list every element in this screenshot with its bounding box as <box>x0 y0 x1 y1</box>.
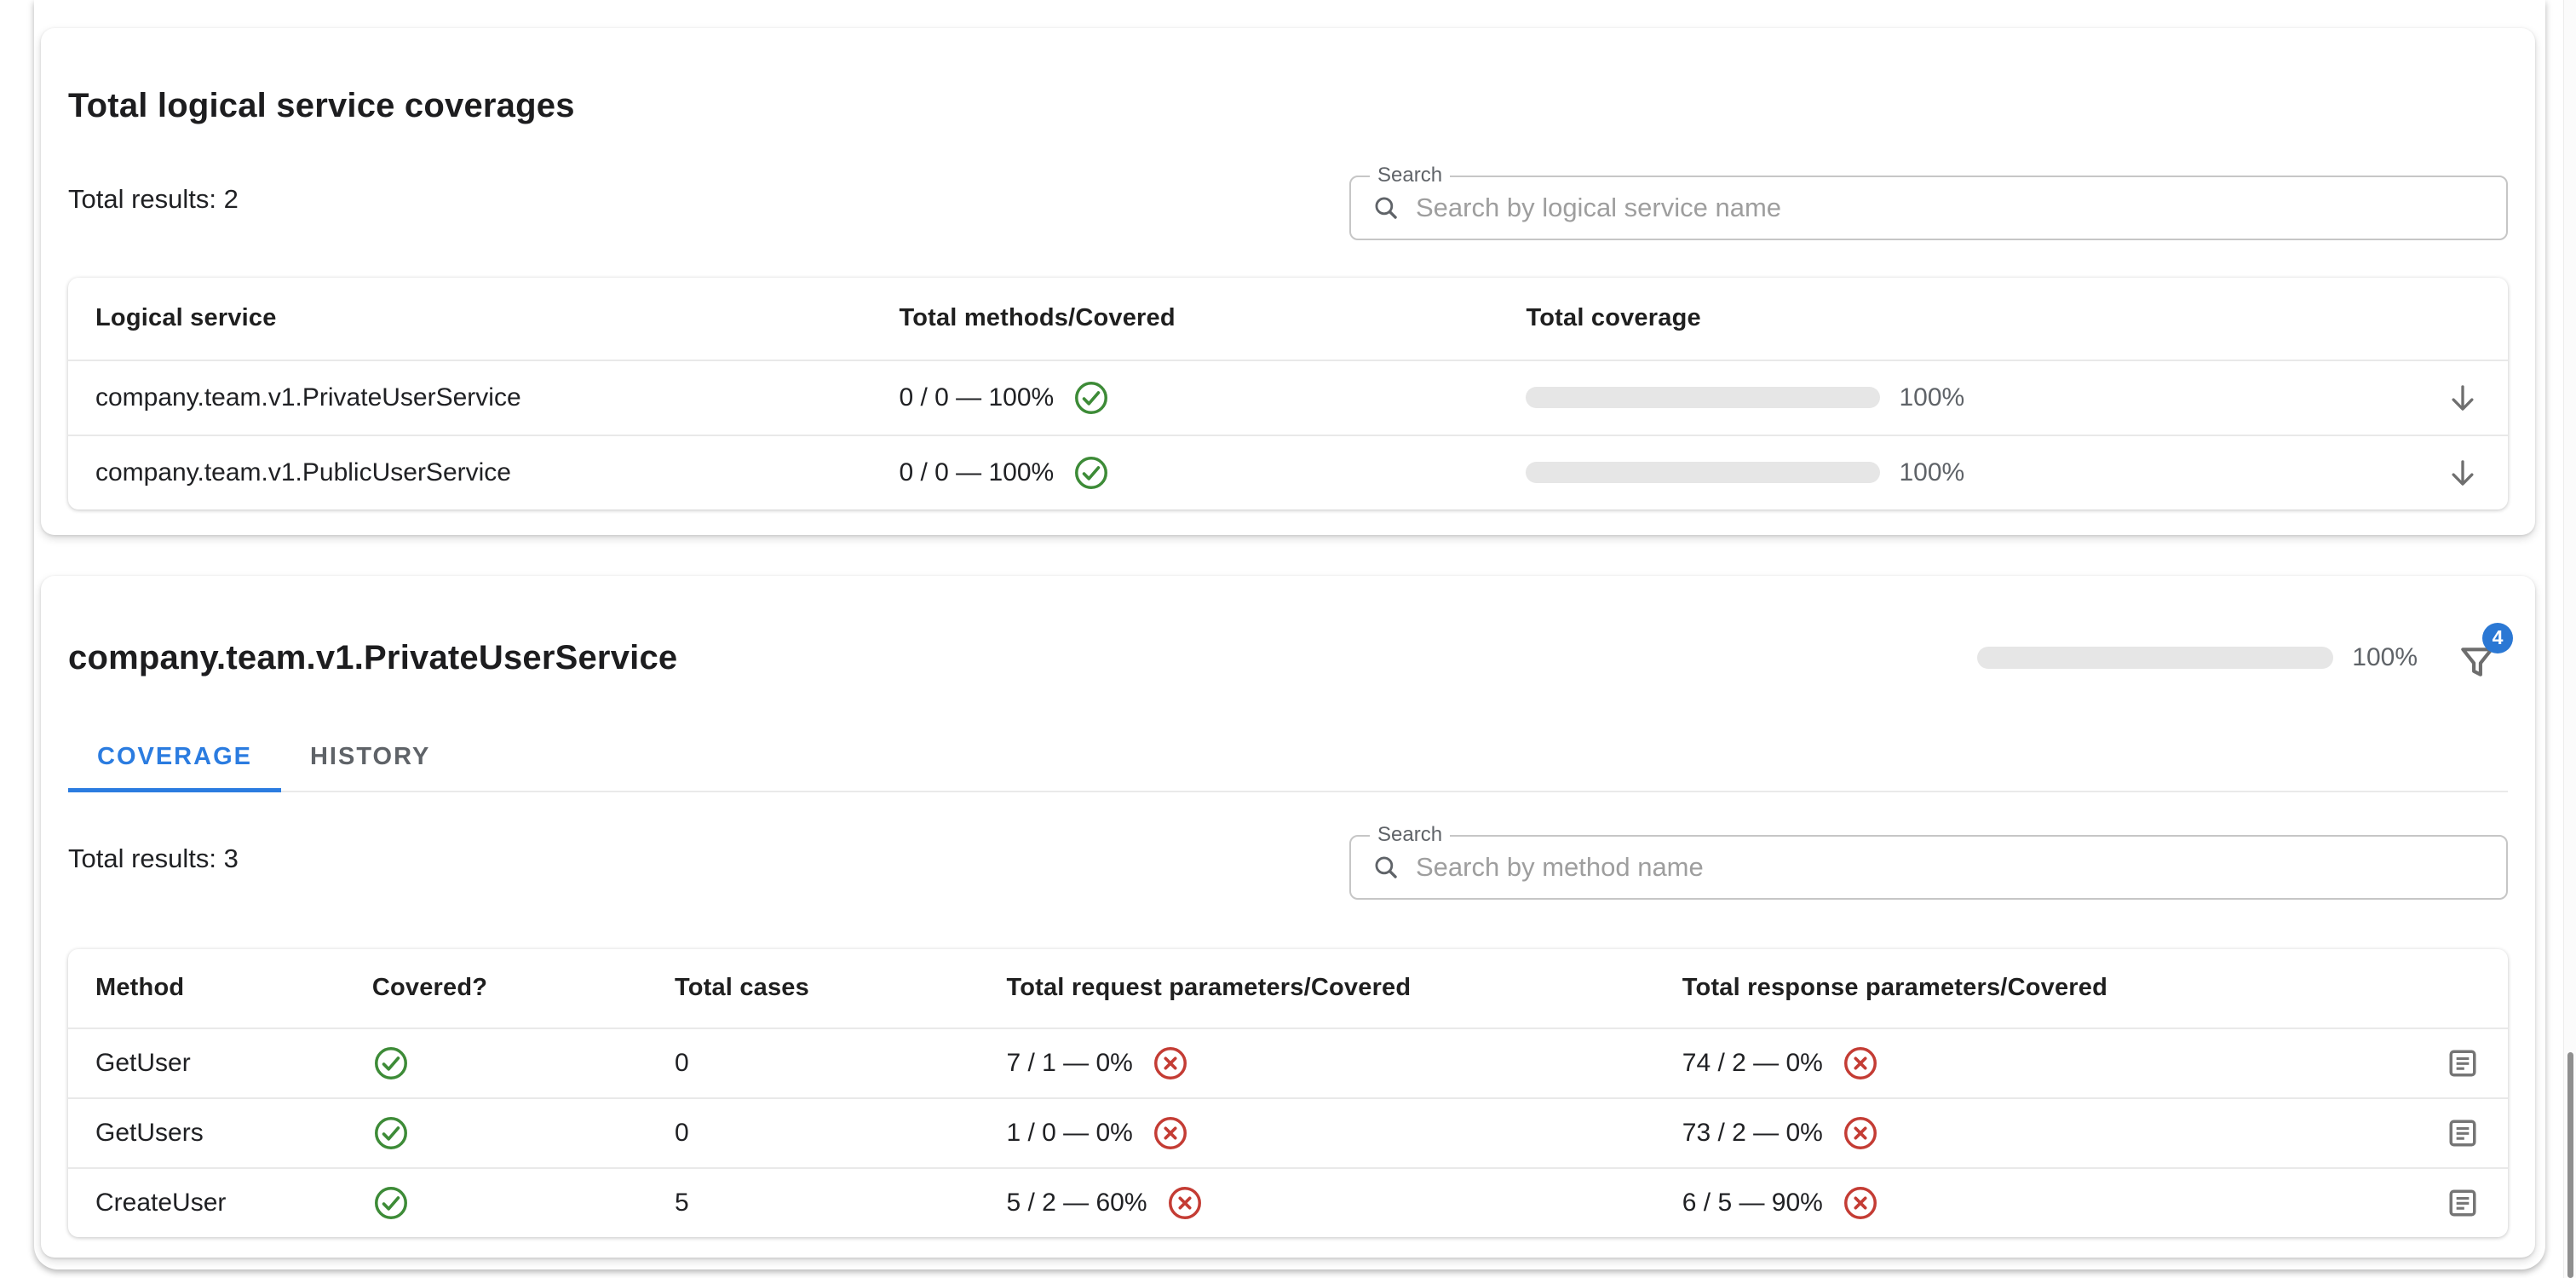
table-row[interactable]: CreateUser 5 5 / 2 — 60% 6 / 5 — 90% <box>68 1166 2508 1237</box>
filter-button[interactable]: 4 <box>2455 622 2513 686</box>
search-icon <box>1375 197 1397 219</box>
tab-history[interactable]: HISTORY <box>309 742 431 770</box>
services-coverage-card: Total logical service coverages Total re… <box>41 28 2535 535</box>
page-sheet: Total logical service coverages Total re… <box>34 0 2545 1269</box>
col-response-params: Total response parameters/Covered <box>1682 974 2108 1002</box>
coverage-percent-label: 100% <box>1899 458 1965 486</box>
total-cases-value: 0 <box>660 1027 993 1098</box>
services-table: Logical service Total methods/Covered To… <box>68 278 2508 509</box>
col-total-coverage: Total coverage <box>1526 304 1701 332</box>
table-row[interactable]: GetUsers 0 1 / 0 — 0% 73 / 2 — 0% <box>68 1097 2508 1168</box>
tab-coverage[interactable]: COVERAGE <box>68 726 281 792</box>
method-details-button[interactable] <box>2444 1188 2481 1217</box>
services-toolbar: Total results: 2 Search <box>68 158 2508 240</box>
coverage-progress-bar <box>1977 646 2334 669</box>
cancel-circle-icon <box>1152 1114 1189 1152</box>
scrollbar-track[interactable] <box>2563 0 2576 1278</box>
filter-count-badge: 4 <box>2482 622 2513 653</box>
col-logical-service: Logical service <box>95 304 277 332</box>
method-name: GetUser <box>68 1027 359 1098</box>
col-request-params: Total request parameters/Covered <box>1006 974 1412 1002</box>
methods-covered-value: 0 / 0 — 100% <box>899 383 1055 412</box>
search-field-label: Search <box>1370 823 1451 846</box>
covered-check-icon <box>372 1186 410 1219</box>
response-params-value: 6 / 5 — 90% <box>1682 1188 1823 1217</box>
services-table-card: Logical service Total methods/Covered To… <box>68 277 2508 509</box>
expand-download-arrow-icon[interactable] <box>2445 383 2481 411</box>
method-details-button[interactable] <box>2444 1048 2481 1077</box>
check-circle-icon <box>1072 379 1110 417</box>
col-total-cases: Total cases <box>674 974 809 1002</box>
coverage-percent-label: 100% <box>2352 642 2418 671</box>
method-name: GetUsers <box>68 1097 359 1168</box>
response-params-value: 73 / 2 — 0% <box>1682 1118 1823 1147</box>
cancel-circle-icon <box>1842 1045 1879 1082</box>
service-coverage-summary: 100% <box>1977 643 2418 672</box>
covered-check-icon <box>372 1046 410 1079</box>
coverage-progress-bar <box>1526 462 1881 484</box>
col-covered: Covered? <box>371 974 488 1002</box>
cancel-circle-icon <box>1152 1045 1189 1082</box>
expand-download-arrow-icon[interactable] <box>2445 458 2481 486</box>
service-name: company.team.v1.PrivateUserService <box>68 359 886 435</box>
total-cases-value: 0 <box>660 1097 993 1168</box>
methods-table-header-row: Method Covered? Total cases Total reques… <box>68 949 2508 1028</box>
table-row[interactable]: company.team.v1.PrivateUserService 0 / 0… <box>68 359 2508 435</box>
service-name: company.team.v1.PublicUserService <box>68 434 886 509</box>
cancel-circle-icon <box>1842 1114 1879 1152</box>
page-title: Total logical service coverages <box>68 86 575 124</box>
search-field-label: Search <box>1370 164 1451 187</box>
method-search-input[interactable] <box>1416 851 2486 883</box>
detail-tabs: COVERAGE HISTORY <box>68 726 2508 792</box>
methods-toolbar: Total results: 3 Search <box>68 818 2508 900</box>
scrollbar-thumb[interactable] <box>2567 1052 2573 1278</box>
service-search-input[interactable] <box>1416 192 2486 223</box>
request-params-value: 1 / 0 — 0% <box>1006 1118 1133 1147</box>
request-params-value: 7 / 1 — 0% <box>1006 1048 1133 1077</box>
col-method: Method <box>95 974 185 1002</box>
col-actions <box>2418 949 2508 1028</box>
cancel-circle-icon <box>1166 1184 1204 1222</box>
service-search-field[interactable]: Search <box>1349 164 2508 240</box>
table-row[interactable]: company.team.v1.PublicUserService 0 / 0 … <box>68 434 2508 509</box>
service-detail-title: company.team.v1.PrivateUserService <box>68 638 678 676</box>
methods-table: Method Covered? Total cases Total reques… <box>68 949 2508 1237</box>
check-circle-icon <box>1072 454 1110 492</box>
methods-table-card: Method Covered? Total cases Total reques… <box>68 948 2508 1237</box>
service-detail-header: company.team.v1.PrivateUserService 100% … <box>68 622 2513 686</box>
covered-check-icon <box>372 1116 410 1149</box>
cancel-circle-icon <box>1842 1184 1879 1222</box>
coverage-percent-label: 100% <box>1899 383 1965 412</box>
request-params-value: 5 / 2 — 60% <box>1006 1188 1147 1217</box>
services-table-header-row: Logical service Total methods/Covered To… <box>68 278 2508 360</box>
search-icon <box>1375 856 1397 878</box>
service-detail-card: company.team.v1.PrivateUserService 100% … <box>41 575 2535 1258</box>
method-details-button[interactable] <box>2444 1118 2481 1147</box>
col-total-methods: Total methods/Covered <box>899 304 1176 332</box>
method-name: CreateUser <box>68 1166 359 1237</box>
coverage-progress-bar <box>1526 387 1881 409</box>
methods-covered-value: 0 / 0 — 100% <box>899 458 1055 486</box>
method-search-field[interactable]: Search <box>1349 823 2508 900</box>
services-total-results: Total results: 2 <box>68 183 239 214</box>
total-cases-value: 5 <box>660 1166 993 1237</box>
table-row[interactable]: GetUser 0 7 / 1 — 0% 74 / 2 — 0% <box>68 1027 2508 1098</box>
methods-total-results: Total results: 3 <box>68 843 239 873</box>
response-params-value: 74 / 2 — 0% <box>1682 1048 1823 1077</box>
col-actions <box>2418 278 2508 360</box>
